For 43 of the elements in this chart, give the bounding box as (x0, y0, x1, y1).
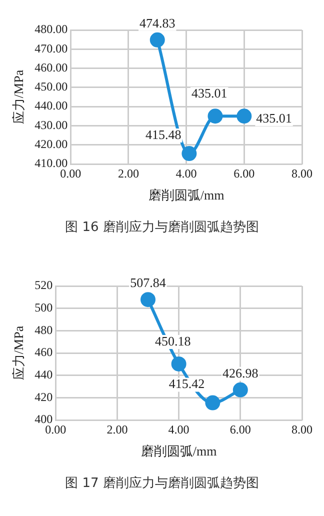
x-tick-label: 6.00 (230, 422, 251, 436)
data-label: 435.01 (191, 86, 228, 101)
x-tick-label: 4.00 (176, 166, 197, 180)
data-label: 474.83 (140, 15, 176, 30)
point (140, 292, 156, 308)
y-tick-label: 440.00 (34, 98, 68, 113)
point (232, 382, 248, 398)
x-tick-label: 6.00 (234, 166, 255, 180)
y-tick-label: 500 (34, 300, 53, 314)
point (208, 108, 223, 124)
y-axis-title: 应力/MPa (11, 70, 26, 124)
y-tick-label: 480 (34, 322, 53, 337)
point (150, 32, 165, 48)
point (236, 108, 252, 124)
y-tick-label: 450.00 (34, 80, 68, 94)
y-tick-label: 430.00 (34, 118, 68, 132)
x-tick-label: 4.00 (168, 422, 190, 436)
x-axis-title: 磨削圆弧/mm (140, 444, 217, 459)
x-tick-label: 8.00 (292, 166, 312, 180)
y-tick-label: 480.00 (34, 22, 68, 36)
data-label: 435.01 (256, 110, 292, 126)
data-label: 415.48 (145, 126, 182, 142)
data-label: 415.42 (168, 376, 205, 392)
x-tick-label: 2.00 (106, 422, 128, 436)
x-axis-title: 磨削圆弧/mm (148, 188, 224, 203)
point (171, 356, 186, 372)
x-tick-label: 2.00 (118, 166, 139, 180)
y-tick-label: 460 (34, 345, 53, 360)
y-tick-label: 440 (34, 367, 53, 382)
caption: 图 16 磨削应力与磨削圆弧趋势图 (64, 219, 260, 236)
point (205, 395, 220, 410)
y-tick-label: 470.00 (34, 41, 68, 56)
y-tick-label: 520 (34, 278, 53, 292)
data-label: 507.84 (130, 275, 166, 290)
data-label: 426.98 (222, 365, 258, 380)
caption: 图 17 磨削应力与磨削圆弧趋势图 (64, 475, 260, 492)
y-tick-label: 420.00 (34, 137, 68, 152)
x-tick-label: 8.00 (292, 422, 312, 436)
y-tick-label: 460.00 (34, 60, 68, 74)
y-axis-title: 应力/MPa (11, 326, 26, 380)
data-label: 450.18 (155, 333, 191, 348)
y-tick-label: 420 (34, 390, 53, 404)
point (182, 146, 197, 162)
